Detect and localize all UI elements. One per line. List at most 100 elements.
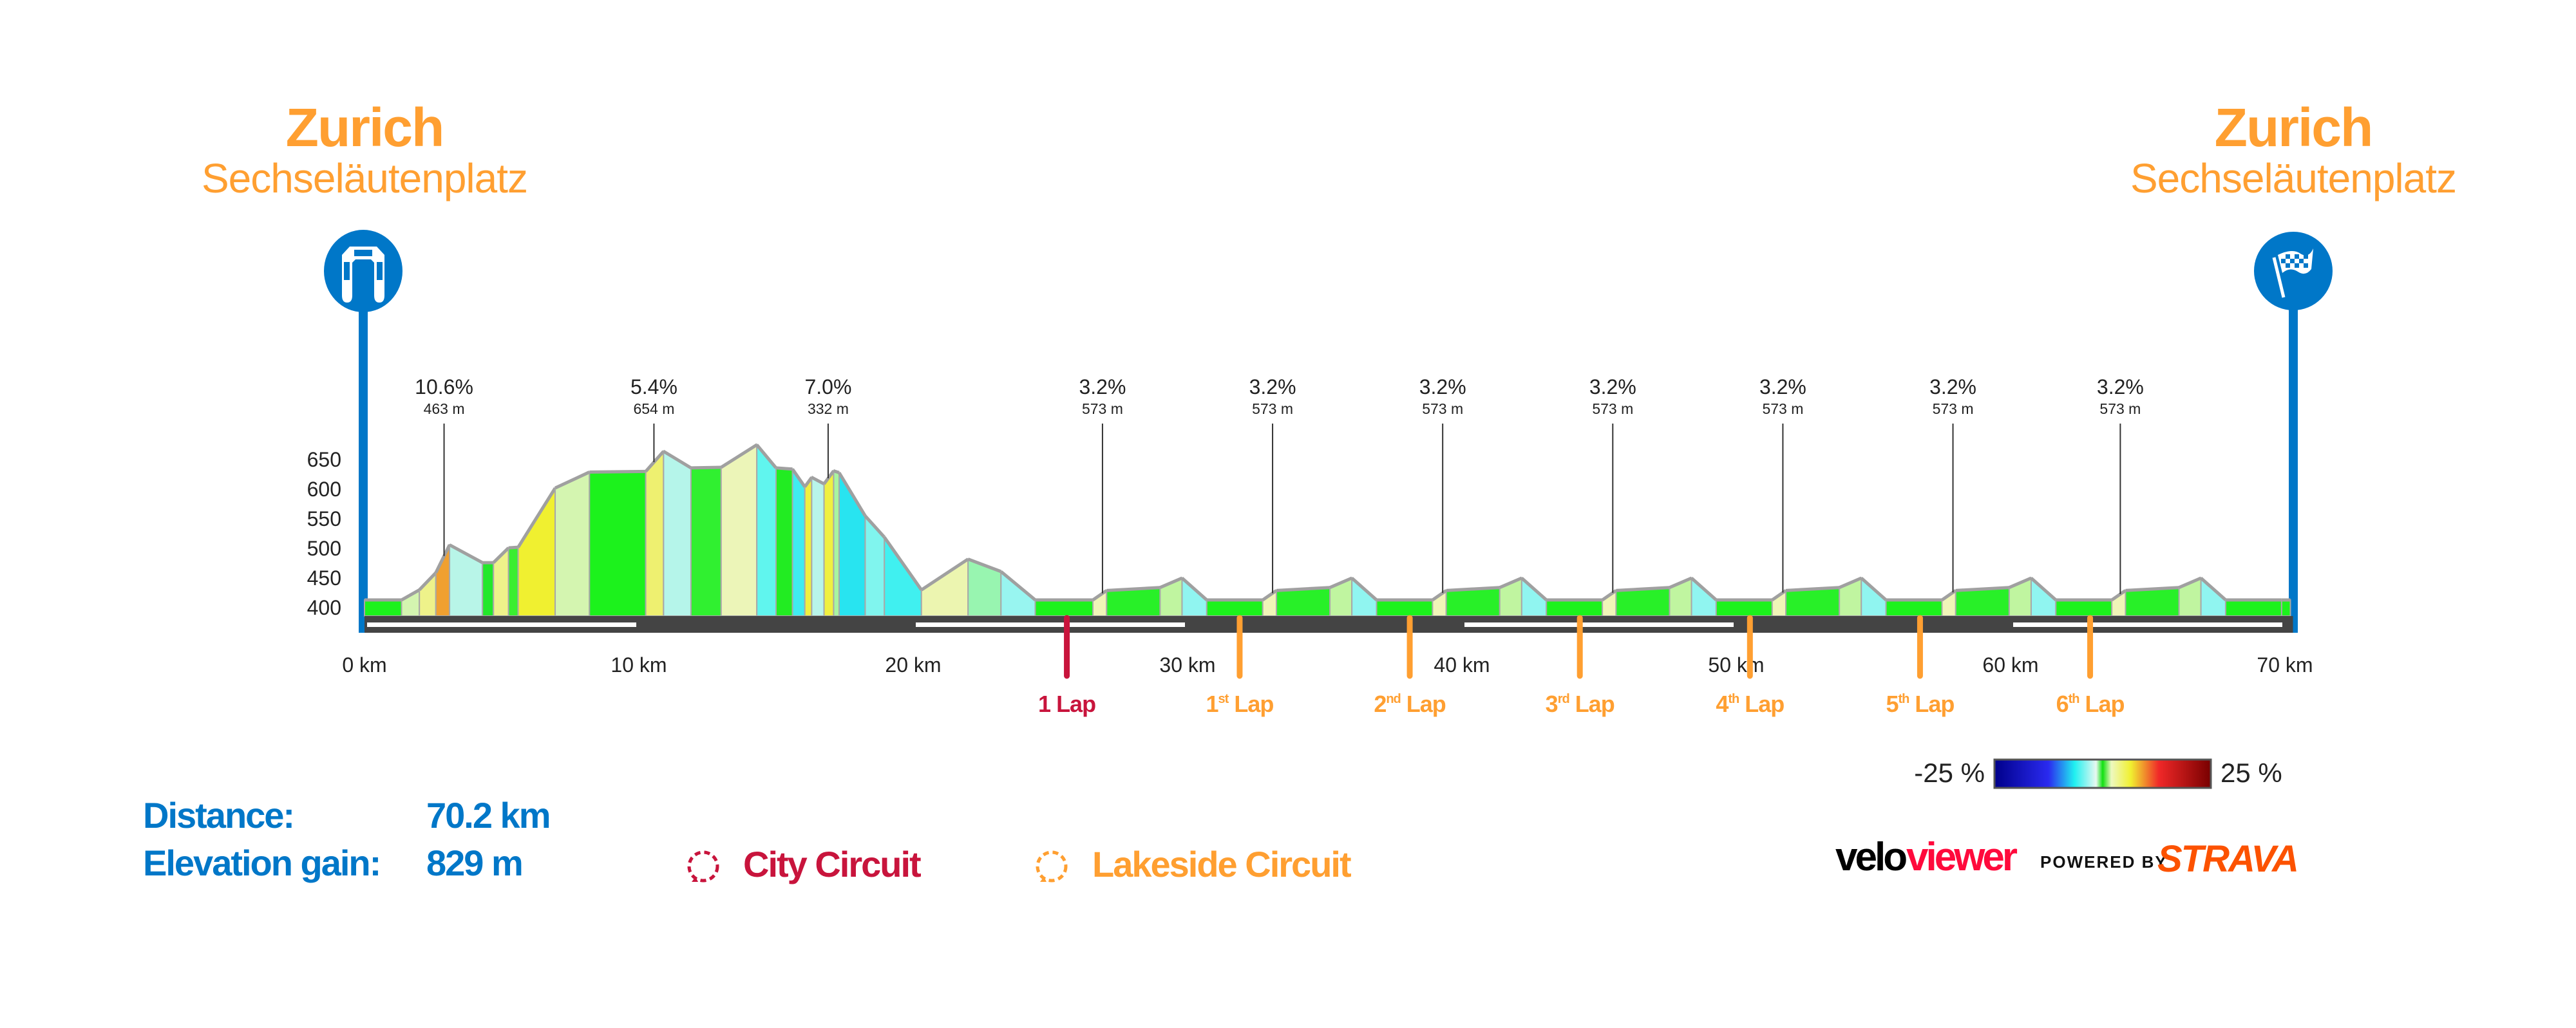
x-tick-label: 20 km xyxy=(885,653,941,677)
profile-outline xyxy=(2125,586,2179,592)
climb-length-label: 573 m xyxy=(1082,400,1123,417)
profile-outline xyxy=(1092,589,1108,602)
climb-length-label: 654 m xyxy=(633,400,674,417)
lap-marker-label: 1 Lap xyxy=(1038,691,1095,717)
elevation-gain-label: Elevation gain: xyxy=(143,843,381,883)
powered-by-label: POWERED BY xyxy=(2040,852,2168,872)
climb-grade-label: 3.2% xyxy=(1249,375,1296,398)
gradient-max-label: 25 % xyxy=(2221,758,2282,788)
start-city: Zurich xyxy=(285,97,445,158)
elevation-gain-value: 829 m xyxy=(426,843,524,883)
profile-outline xyxy=(448,543,484,565)
climb-length-label: 573 m xyxy=(1422,400,1463,417)
climb-length-label: 573 m xyxy=(1592,400,1633,417)
climb-grade-label: 5.4% xyxy=(630,375,677,398)
climb-grade-label: 3.2% xyxy=(1759,375,1806,398)
climb-grade-label: 3.2% xyxy=(1419,375,1466,398)
lap-marker-label: 3rd Lap xyxy=(1546,691,1615,717)
profile-outline xyxy=(644,450,665,473)
x-tick-label: 70 km xyxy=(2257,653,2313,677)
profile-outline xyxy=(1669,576,1692,590)
profile-segment xyxy=(589,471,647,617)
profile-segment xyxy=(1276,586,1331,617)
profile-outline xyxy=(1785,586,1840,592)
profile-segment xyxy=(663,450,692,617)
road-dash xyxy=(367,622,636,627)
profile-segment xyxy=(493,546,509,617)
profile-outline xyxy=(822,469,835,485)
climb-length-label: 332 m xyxy=(808,400,849,417)
finish-place: Sechseläutenplatz xyxy=(2130,155,2457,201)
profile-segment xyxy=(833,470,840,617)
profile-segment xyxy=(823,469,835,617)
profile-outline xyxy=(1329,576,1353,590)
profile-outline xyxy=(589,469,646,474)
distance-value: 70.2 km xyxy=(426,795,551,836)
profile-outline xyxy=(1616,586,1670,592)
profile-segment xyxy=(967,558,1002,617)
climb-grade-label: 10.6% xyxy=(415,375,473,398)
lap-marker-label: 6th Lap xyxy=(2056,691,2125,717)
profile-outline xyxy=(1262,589,1278,602)
profile-outline xyxy=(1431,589,1448,602)
profile-segment xyxy=(2125,586,2180,617)
profile-outline xyxy=(1159,576,1183,590)
profile-outline xyxy=(434,544,451,574)
profile-segment xyxy=(1376,599,1434,617)
profile-outline xyxy=(1520,577,1548,601)
start-pole xyxy=(359,309,368,633)
profile-segment xyxy=(720,444,758,617)
checkered-flag-icon xyxy=(2254,232,2333,310)
profile-outline xyxy=(516,487,557,548)
svg-text:viewer: viewer xyxy=(1906,835,2018,879)
road-band xyxy=(365,616,2293,633)
climb-grade-label: 3.2% xyxy=(1589,375,1636,398)
profile-outline xyxy=(1690,577,1718,601)
profile-segment xyxy=(554,471,591,617)
profile-outline xyxy=(1860,577,1888,601)
road-dash xyxy=(1464,622,1734,627)
climb-grade-label: 7.0% xyxy=(804,375,851,398)
profile-segment xyxy=(1955,586,2010,617)
profile-outline xyxy=(755,444,777,469)
profile-segment xyxy=(811,476,825,617)
profile-segment xyxy=(1206,599,1264,617)
finish-city: Zurich xyxy=(2214,97,2374,158)
climb-length-label: 463 m xyxy=(424,400,465,417)
y-tick-label: 650 xyxy=(307,448,341,471)
gradient-min-label: -25 % xyxy=(1914,758,1985,788)
strava-logo: STRAVA xyxy=(2157,838,2298,880)
climb-grade-label: 3.2% xyxy=(1079,375,1126,398)
profile-segment xyxy=(804,475,813,617)
profile-outline xyxy=(837,471,867,517)
lakeside-circuit-label: Lakeside Circuit xyxy=(1092,844,1352,884)
profile-segment xyxy=(2224,599,2282,617)
circuit-loop-icon xyxy=(1036,850,1068,883)
profile-outline xyxy=(2110,589,2126,602)
y-tick-label: 550 xyxy=(307,507,341,530)
profile-outline xyxy=(418,571,437,592)
city-circuit-label: City Circuit xyxy=(743,844,922,884)
road-dash xyxy=(916,622,1185,627)
lap-marker-label: 2nd Lap xyxy=(1374,691,1445,717)
profile-segment xyxy=(364,599,402,617)
profile-segment xyxy=(517,485,556,617)
profile-segment xyxy=(2280,599,2291,617)
x-tick-label: 30 km xyxy=(1159,653,1215,677)
climb-length-label: 573 m xyxy=(1933,400,1974,417)
climb-grade-label: 3.2% xyxy=(2097,375,2144,398)
profile-outline xyxy=(2008,576,2032,590)
profile-segment xyxy=(1715,599,1773,617)
profile-outline xyxy=(920,557,969,592)
profile-outline xyxy=(663,449,692,470)
profile-outline xyxy=(775,466,793,471)
start-place: Sechseläutenplatz xyxy=(201,155,528,201)
climb-length-label: 573 m xyxy=(1252,400,1293,417)
profile-outline xyxy=(1180,577,1208,601)
y-tick-label: 450 xyxy=(307,566,341,590)
profile-segment xyxy=(884,535,922,617)
lap-marker-label: 5th Lap xyxy=(1886,691,1954,717)
lap-marker-label: 1st Lap xyxy=(1206,691,1274,717)
profile-segment xyxy=(1785,586,1841,617)
profile-segment xyxy=(507,547,519,617)
